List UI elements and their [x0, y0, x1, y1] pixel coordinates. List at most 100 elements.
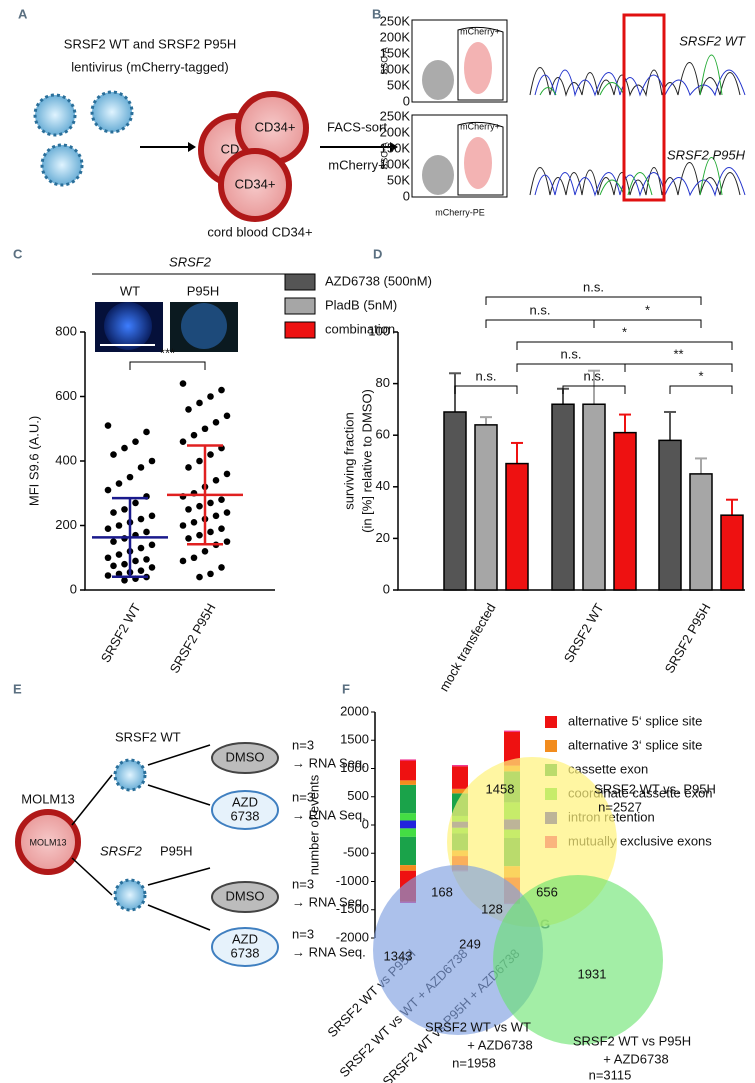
arrowhead [188, 142, 196, 152]
dot [115, 551, 123, 558]
dot [185, 464, 192, 471]
cloud [464, 42, 492, 94]
viruses [33, 90, 134, 187]
dot [179, 438, 187, 445]
panel-label: C [13, 246, 23, 261]
dot [185, 535, 192, 542]
legend-label: cassette exon [568, 761, 648, 776]
dot [207, 393, 214, 400]
bar-segment [400, 820, 416, 825]
dot [143, 528, 150, 536]
y-tick-label: 40 [376, 478, 390, 493]
significance: n.s. [530, 302, 551, 317]
text: MOLM13 [21, 791, 74, 806]
tick-label: 250K [380, 108, 411, 123]
bar [443, 411, 467, 591]
cells [198, 91, 309, 222]
label: n=3 [292, 737, 314, 752]
label: 6738 [231, 808, 260, 823]
bar-segment [400, 784, 416, 814]
significance: n.s. [476, 368, 497, 383]
dot [121, 506, 128, 513]
bracket [624, 363, 733, 372]
dot [126, 473, 134, 481]
dot [212, 477, 220, 484]
dot [201, 425, 209, 433]
bracket [516, 363, 626, 372]
dot [104, 422, 112, 429]
legend-label: PladB (5nM) [325, 297, 397, 312]
text: cord blood CD34+ [207, 224, 312, 239]
bar-segment [452, 766, 468, 789]
venn-label: SRSF2 WT vs P95H [573, 1033, 691, 1048]
dot [218, 496, 225, 504]
bar-segment [400, 760, 416, 781]
dot [132, 438, 139, 445]
y-axis-label: surviving fraction [341, 412, 356, 510]
text: MOLM13 [29, 837, 66, 847]
dot [223, 538, 231, 545]
dot [196, 531, 203, 539]
bar [505, 462, 529, 591]
dot [207, 499, 214, 507]
axis [84, 332, 275, 591]
y-tick-label: 60 [376, 427, 390, 442]
label: SRSF2 P95H [667, 147, 746, 162]
cell-label: CD [221, 141, 240, 156]
y-tick-label: 0 [362, 816, 369, 831]
bracket [485, 296, 702, 305]
venn-label: n=3115 [589, 1067, 632, 1082]
dot [207, 570, 214, 578]
y-tick-label: 0 [70, 581, 77, 596]
dot [207, 528, 214, 536]
label: → RNA Seq. [292, 944, 366, 959]
arrows [71, 744, 211, 931]
y-tick-label: 400 [55, 452, 77, 467]
dot [115, 480, 123, 487]
gate-label: mCherry+ [460, 26, 500, 36]
y-tick-label: -2000 [336, 929, 369, 944]
tick-label: 0 [403, 188, 410, 203]
venn-label: n=1958 [452, 1055, 496, 1070]
venn-count: 1931 [578, 966, 607, 981]
cloud [422, 60, 454, 100]
legend-swatch [284, 321, 316, 339]
bar [658, 439, 682, 591]
venn-count: 128 [481, 901, 503, 916]
gate [457, 26, 504, 101]
dot [104, 486, 112, 494]
dot [190, 431, 198, 439]
dot [223, 470, 231, 478]
bracket [485, 319, 595, 328]
y-tick-label: -500 [343, 845, 369, 860]
significance: * [645, 302, 650, 317]
axis-label: SSC-A [379, 47, 389, 75]
cell [15, 809, 81, 875]
dot [110, 538, 117, 545]
legend-label: alternative 3‘ splice site [568, 737, 702, 752]
x-tick-label: SRSF2 P95H [167, 601, 219, 676]
cloud [422, 155, 454, 195]
bracket [593, 319, 702, 328]
dot [212, 512, 220, 520]
dot [196, 502, 203, 510]
dot [121, 577, 128, 584]
dot [185, 406, 192, 413]
x-tick-label: SRSF2 WT [98, 601, 144, 665]
dot [218, 525, 225, 533]
dot [137, 544, 145, 552]
axis-label: mCherry-PE [435, 207, 485, 217]
panel-label: E [13, 681, 22, 696]
significance: n.s. [583, 279, 604, 294]
image [104, 302, 152, 350]
venn-label: + AZD6738 [467, 1037, 532, 1052]
venn-count: 656 [536, 884, 558, 899]
bar-segment [400, 828, 416, 837]
cloud [464, 137, 492, 189]
legend-swatch [545, 740, 557, 752]
y-tick-label: 200 [55, 517, 77, 532]
dot [110, 509, 117, 516]
tick-label: 150K [380, 140, 411, 155]
venn: 1458 168 128 656 1343 249 1931 SRSF2 WT vs. P95… [373, 757, 716, 1082]
